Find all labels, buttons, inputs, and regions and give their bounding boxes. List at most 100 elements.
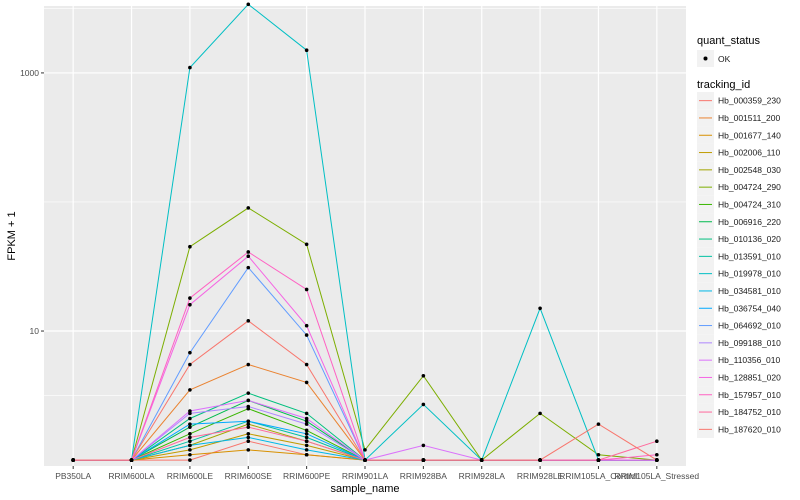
data-point (188, 425, 192, 429)
x-tick-label: RRIM901LA (342, 471, 389, 481)
legend-label: Hb_184752_010 (718, 407, 781, 417)
data-point (188, 431, 192, 436)
data-point (538, 306, 542, 311)
data-point (246, 319, 251, 323)
x-tick-label: RRIM928BA (400, 471, 448, 481)
legend-label: Hb_006916_220 (718, 217, 781, 227)
data-point (304, 242, 309, 247)
data-point (304, 431, 309, 436)
data-point (246, 404, 251, 409)
y-tick-label: 10 (30, 326, 40, 336)
data-point (655, 458, 659, 462)
y-axis-title: FPKM + 1 (6, 211, 18, 260)
x-tick-label: RRIM928LE (517, 471, 564, 481)
data-point (304, 448, 309, 452)
legend-label: Hb_002548_030 (718, 165, 781, 175)
legend-label: Hb_099188_010 (718, 338, 781, 348)
data-point (421, 458, 426, 462)
legend-title: tracking_id (697, 79, 750, 91)
legend: quant_status OK tracking_id Hb_000359_23… (697, 35, 781, 438)
data-point (246, 2, 251, 7)
data-point (246, 254, 251, 259)
data-point (188, 439, 192, 444)
data-point (246, 439, 251, 444)
data-point (596, 422, 601, 426)
legend-label: Hb_000359_230 (718, 96, 781, 106)
data-point (188, 350, 192, 355)
data-point (363, 448, 367, 452)
legend-items: Hb_000359_230 Hb_001511_200 Hb_001677_140 H… (697, 92, 781, 438)
y-axis: 10 1000 (20, 68, 44, 336)
legend-label: Hb_036754_040 (718, 303, 781, 313)
legend-label: Hb_013591_010 (718, 251, 781, 261)
legend-quant-ok: OK (718, 54, 731, 64)
data-point (188, 65, 192, 70)
data-point (421, 443, 426, 448)
data-point (188, 362, 192, 367)
data-point (246, 422, 251, 426)
data-point (304, 287, 309, 292)
data-point (363, 458, 367, 462)
data-point (304, 416, 309, 421)
data-point (246, 265, 251, 270)
x-tick-label: RRIM600LA (108, 471, 155, 481)
data-point (304, 439, 309, 444)
x-tick-label: RRIM105LA_Stressed (615, 471, 700, 481)
data-point (304, 48, 309, 52)
major-gridlines (44, 6, 686, 466)
data-point (246, 206, 251, 210)
legend-label: Hb_128851_020 (718, 372, 781, 382)
data-point (596, 452, 601, 457)
data-point (304, 333, 309, 337)
legend-quant-title: quant_status (697, 35, 760, 47)
data-point (188, 435, 192, 440)
data-point (304, 362, 309, 367)
data-point (188, 296, 192, 300)
legend-label: Hb_157957_010 (718, 390, 781, 400)
data-point (188, 448, 192, 452)
data-point (421, 402, 426, 407)
data-point (304, 422, 309, 426)
series-points (71, 2, 659, 462)
data-point (304, 452, 309, 457)
y-tick-label: 1000 (20, 68, 39, 78)
data-point (304, 428, 309, 433)
x-tick-label: RRIM600LE (167, 471, 214, 481)
data-point (188, 416, 192, 421)
legend-label: Hb_034581_010 (718, 286, 781, 296)
x-axis: PB350LA RRIM600LA RRIM600LE RRIM600SE RRIM60… (55, 466, 699, 481)
data-point (188, 409, 192, 413)
data-point (246, 250, 251, 254)
data-point (421, 373, 426, 378)
x-tick-label: RRIM928LA (459, 471, 506, 481)
data-point (304, 411, 309, 416)
legend-label: Hb_001677_140 (718, 130, 781, 140)
legend-label: Hb_002006_110 (718, 148, 781, 158)
data-point (188, 452, 192, 457)
data-point (304, 323, 309, 328)
data-point (304, 380, 309, 385)
data-point (188, 422, 192, 426)
data-point (538, 458, 542, 462)
x-tick-label: PB350LA (55, 471, 91, 481)
data-point (304, 419, 309, 424)
legend-label: Hb_019978_010 (718, 269, 781, 279)
data-point (188, 458, 192, 462)
data-point (479, 458, 484, 462)
data-point (246, 448, 251, 452)
data-point (655, 439, 659, 444)
data-point (246, 419, 251, 424)
data-point (304, 443, 309, 448)
legend-label: Hb_110356_010 (718, 355, 781, 365)
data-point (188, 388, 192, 392)
x-tick-label: RRIM105LA_Control (559, 471, 638, 481)
legend-label: Hb_187620_010 (718, 424, 781, 434)
data-point (188, 302, 192, 307)
data-point (246, 398, 251, 403)
data-point (188, 244, 192, 249)
data-point (655, 452, 659, 457)
data-point (129, 458, 134, 462)
data-point (246, 425, 251, 429)
legend-label: Hb_064692_010 (718, 321, 781, 331)
